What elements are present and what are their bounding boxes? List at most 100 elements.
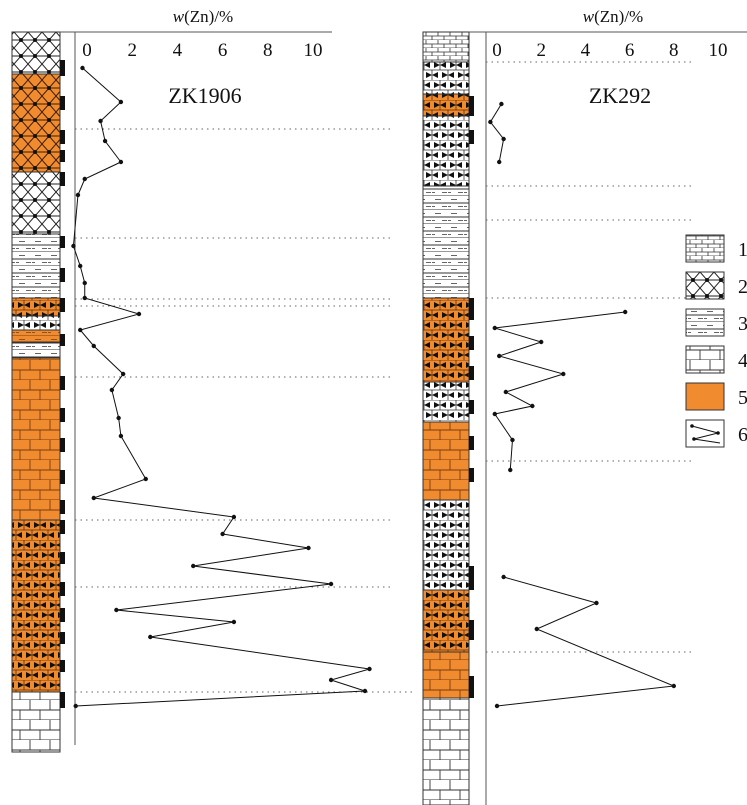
column-bed [11, 691, 61, 753]
data-point [497, 353, 502, 359]
data-point [80, 65, 85, 71]
data-point [494, 703, 500, 709]
column-bed [422, 185, 470, 299]
data-point [231, 619, 237, 625]
series-line [72, 67, 370, 707]
legend-swatch [685, 271, 725, 300]
data-point [530, 403, 535, 409]
data-point [136, 311, 142, 317]
data-point [508, 467, 513, 473]
data-point [191, 563, 196, 569]
legend-point [692, 437, 696, 441]
legend-point [716, 431, 720, 435]
data-point [622, 309, 628, 315]
data-point [98, 118, 103, 124]
series-line [493, 311, 626, 471]
x-tick-label: 6 [218, 40, 228, 61]
column-bed [422, 61, 470, 95]
chart-title: ZK1906 [168, 83, 241, 108]
data-point [492, 325, 497, 331]
column-bed [422, 115, 470, 187]
column-bed [422, 421, 470, 501]
column-bed [11, 519, 61, 693]
data-point [82, 280, 87, 286]
legend-number: 2 [738, 276, 747, 298]
column-bed [11, 315, 61, 331]
data-point [78, 263, 83, 269]
data-point [78, 327, 83, 333]
data-point [510, 437, 515, 443]
column-bed [11, 297, 61, 317]
legend-number: 4 [738, 350, 747, 372]
data-point [328, 581, 334, 587]
x-tick-label: 0 [492, 40, 502, 61]
legend-number: 5 [738, 387, 747, 409]
data-point [501, 136, 506, 142]
data-point [118, 159, 124, 165]
zk292-axes: w(Zn)/% [469, 7, 747, 805]
column-bed [422, 651, 470, 699]
data-point [534, 626, 539, 632]
data-point [220, 531, 225, 537]
legend: 1 2 3 4 5 6 [685, 234, 747, 448]
x-tick-label: 2 [536, 40, 546, 61]
data-point [499, 101, 504, 107]
column-bed [11, 357, 61, 521]
legend-swatch [685, 234, 725, 263]
legend-point [690, 424, 694, 428]
column-bed [422, 381, 470, 423]
column-bed [11, 233, 61, 299]
legend-zigzag [691, 425, 721, 444]
column-bed [422, 499, 470, 591]
data-point [120, 371, 126, 377]
data-point [594, 600, 599, 606]
chart-marks: 0 2 4 6 8 10 ZK1906 0 2 4 6 8 10 ZK292 [71, 40, 728, 709]
legend-swatch [685, 345, 725, 374]
data-point [75, 192, 81, 198]
data-point [82, 295, 87, 301]
data-point [231, 514, 237, 520]
zk1906-column [11, 31, 65, 753]
data-point [114, 607, 119, 613]
data-point [561, 371, 566, 377]
data-point [501, 574, 506, 580]
data-point [671, 683, 676, 689]
column-bed [422, 589, 470, 653]
data-point [116, 415, 121, 421]
chart-title: ZK292 [589, 83, 651, 108]
data-point [367, 666, 372, 672]
data-point [143, 476, 148, 482]
zk292-column [422, 31, 474, 805]
column-bed [422, 31, 470, 63]
x-axis-label: w(Zn)/% [583, 7, 643, 26]
x-tick-label: 10 [709, 40, 728, 61]
legend-swatch [685, 382, 725, 411]
legend-number: 3 [738, 313, 747, 335]
data-point [488, 119, 493, 125]
data-point [91, 343, 96, 349]
x-tick-label: 4 [581, 40, 591, 61]
column-bed [422, 93, 470, 117]
data-point [492, 411, 497, 417]
column-bed [422, 697, 470, 805]
x-tick-label: 4 [173, 40, 183, 61]
x-tick-label: 2 [127, 40, 137, 61]
data-point [71, 243, 76, 249]
data-point [73, 703, 78, 709]
data-point [82, 176, 87, 182]
data-point [118, 99, 124, 105]
column-bed [11, 31, 61, 75]
data-point [539, 339, 544, 345]
column-bed [11, 329, 61, 343]
series-line [496, 576, 676, 707]
legend-number: 6 [738, 424, 747, 446]
data-point [118, 433, 124, 439]
column-bed [422, 297, 470, 383]
data-point [497, 159, 502, 165]
x-axis-label: w(Zn)/% [173, 7, 233, 26]
x-tick-label: 6 [625, 40, 635, 61]
x-tick-label: 8 [263, 40, 273, 61]
x-tick-label: 10 [304, 40, 323, 61]
data-point [503, 389, 509, 395]
